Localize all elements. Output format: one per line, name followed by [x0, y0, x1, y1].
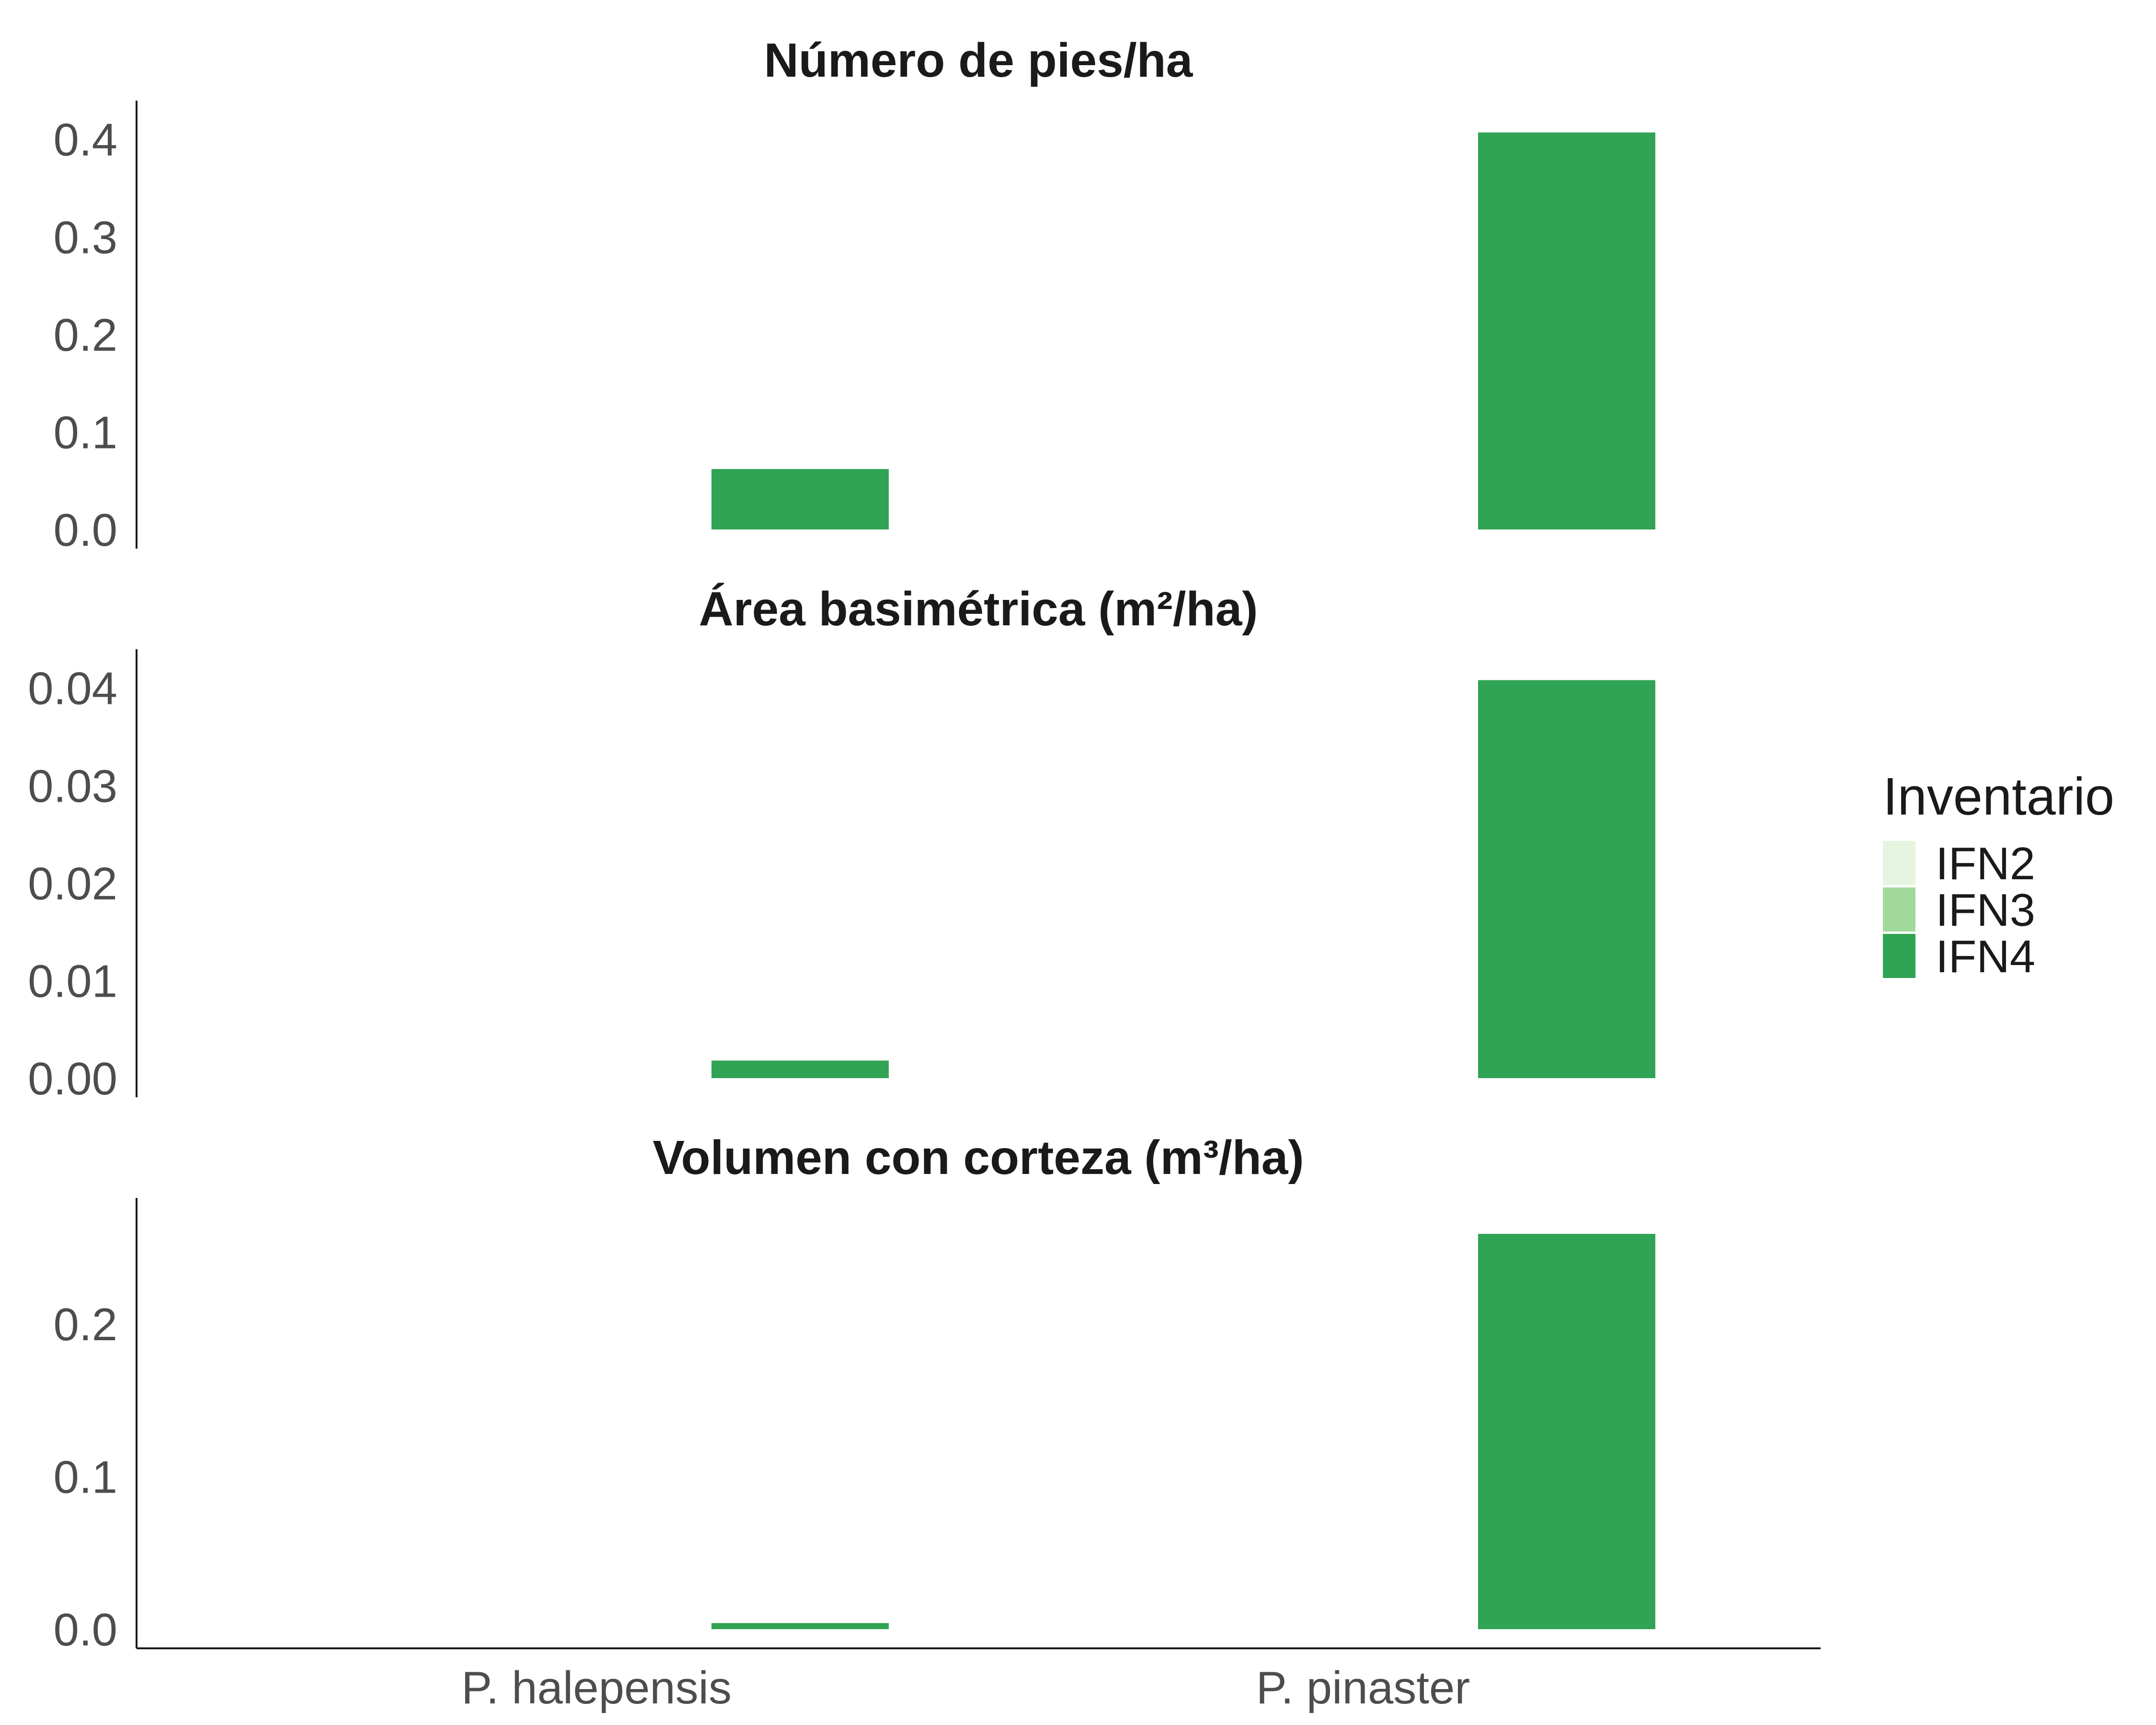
- y-tick-label: 0.01: [28, 955, 117, 1007]
- y-tick-label: 0.0: [54, 505, 117, 556]
- legend-swatch-ifn2: [1883, 841, 1915, 885]
- panel-title: Número de pies/ha: [764, 34, 1193, 87]
- y-tick-label: 0.3: [54, 212, 117, 263]
- legend-label-ifn3: IFN3: [1936, 885, 2035, 936]
- bar-ifn4-halepensis: [711, 1060, 889, 1078]
- panel-1: Número de pies/ha 0.0 0.1 0.2 0.3 0.4: [54, 34, 1655, 556]
- panel-2: Área basimétrica (m²/ha) 0.00 0.01 0.02 0.03…: [28, 582, 1655, 1104]
- x-tick-label: P. halepensis: [461, 1662, 732, 1714]
- y-tick-label: 0.2: [54, 1299, 117, 1350]
- y-tick-label: 0.1: [54, 407, 117, 458]
- y-tick-label: 0.00: [28, 1053, 117, 1104]
- chart-panels: Número de pies/ha 0.0 0.1 0.2 0.3 0.4 Área bas…: [28, 34, 1655, 1656]
- y-tick-label: 0.2: [54, 310, 117, 361]
- panel-title: Área basimétrica (m²/ha): [699, 582, 1258, 636]
- y-tick-label: 0.4: [54, 115, 117, 166]
- bar-ifn4-halepensis: [711, 1623, 889, 1629]
- x-axis: P. halepensis P. pinaster: [137, 1647, 1821, 1714]
- x-tick-label: P. pinaster: [1256, 1662, 1470, 1714]
- legend-label-ifn4: IFN4: [1936, 931, 2035, 982]
- panel-3: Volumen con corteza (m³/ha) 0.0 0.1 0.2: [54, 1131, 1655, 1656]
- y-tick-label: 0.03: [28, 760, 117, 812]
- bar-ifn4-pinaster: [1478, 680, 1655, 1078]
- bar-ifn4-halepensis: [711, 469, 889, 529]
- bar-ifn4-pinaster: [1478, 132, 1655, 529]
- y-tick-label: 0.04: [28, 663, 117, 714]
- y-tick-label: 0.0: [54, 1604, 117, 1656]
- bar-ifn4-pinaster: [1478, 1234, 1655, 1629]
- legend-label-ifn2: IFN2: [1936, 838, 2035, 889]
- legend-title: Inventario: [1883, 767, 2114, 826]
- legend-swatch-ifn3: [1883, 887, 1915, 932]
- legend-swatch-ifn4: [1883, 934, 1915, 978]
- y-tick-label: 0.02: [28, 858, 117, 909]
- panel-title: Volumen con corteza (m³/ha): [653, 1131, 1304, 1184]
- y-tick-label: 0.1: [54, 1451, 117, 1503]
